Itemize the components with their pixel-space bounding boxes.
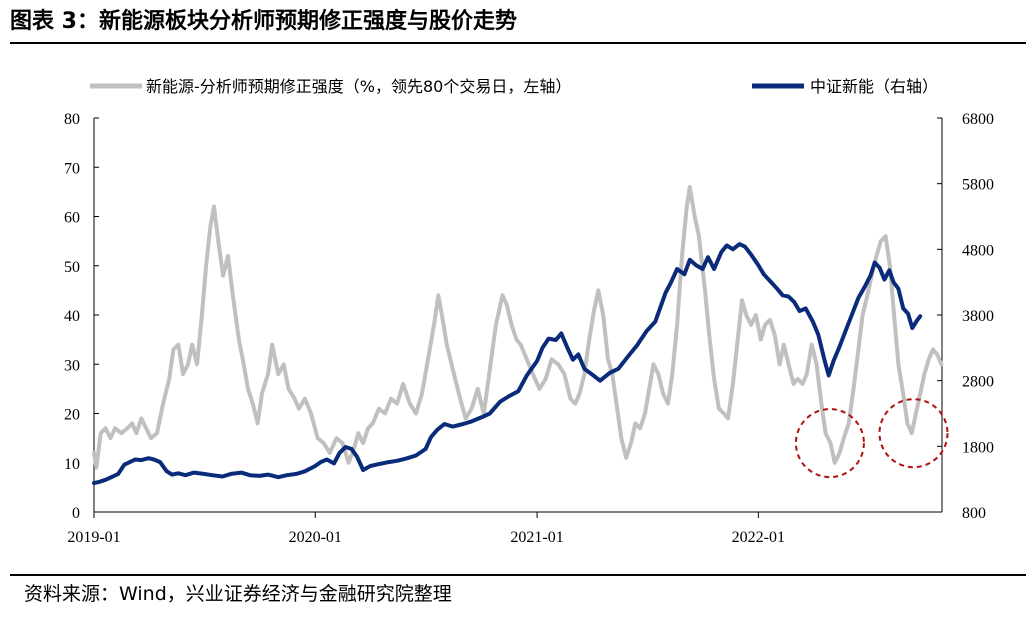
axes-group: 0 10 20 30 40 50 60 70 80 800 1800 2800 3800 4800 5800… — [64, 111, 994, 546]
series-layer — [92, 185, 944, 486]
trough-highlight-circle-1 — [878, 398, 949, 469]
right-tick-label: 6800 — [962, 111, 994, 128]
right-tick-label: 3800 — [962, 308, 994, 325]
series-line-0 — [92, 185, 944, 470]
right-tick-label: 800 — [962, 505, 986, 522]
source-divider — [10, 574, 1026, 576]
x-tick-label: 2020-01 — [289, 529, 342, 546]
legend-label-series-0: 新能源-分析师预期修正强度（%，领先80个交易日，左轴） — [146, 77, 571, 96]
trough-highlight-circle-0 — [794, 408, 865, 479]
right-tick-label: 4800 — [962, 242, 994, 259]
x-tick-label: 2019-01 — [67, 529, 120, 546]
source-note: 资料来源：Wind，兴业证券经济与金融研究院整理 — [24, 583, 452, 605]
left-tick-label: 60 — [64, 210, 80, 227]
left-tick-label: 10 — [64, 456, 80, 473]
title-divider — [10, 42, 1026, 44]
left-tick-label: 50 — [64, 259, 80, 276]
left-tick-label: 30 — [64, 357, 80, 374]
annotation-layer — [794, 398, 949, 479]
left-tick-label: 0 — [72, 505, 80, 522]
left-tick-label: 40 — [64, 308, 80, 325]
legend: 新能源-分析师预期修正强度（%，领先80个交易日，左轴） 中证新能（右轴） — [90, 77, 938, 96]
right-tick-label: 2800 — [962, 374, 994, 391]
legend-label-series-1: 中证新能（右轴） — [810, 77, 938, 96]
right-tick-label: 1800 — [962, 439, 994, 456]
left-tick-label: 70 — [64, 160, 80, 177]
left-tick-label: 80 — [64, 111, 80, 128]
series-line-1 — [92, 242, 923, 486]
x-tick-label: 2021-01 — [510, 529, 563, 546]
left-tick-label: 20 — [64, 407, 80, 424]
x-tick-label: 2022-01 — [732, 529, 785, 546]
chart-title: 图表 3：新能源板块分析师预期修正强度与股价走势 — [10, 9, 517, 34]
right-tick-label: 5800 — [962, 177, 994, 194]
